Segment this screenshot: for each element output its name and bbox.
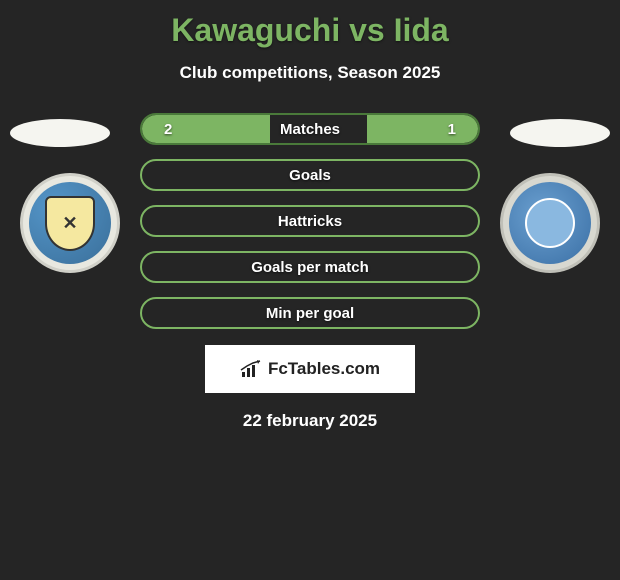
logo-box[interactable]: FcTables.com — [205, 345, 415, 393]
chart-icon — [240, 360, 262, 378]
stat-row-goals: Goals — [140, 159, 480, 191]
stat-bar-min-per-goal: Min per goal — [140, 297, 480, 329]
stat-row-hattricks: Hattricks — [140, 205, 480, 237]
shield-icon — [45, 196, 95, 251]
stat-fill-right — [367, 115, 478, 143]
club-badge-right — [500, 173, 600, 273]
player-ellipse-left — [10, 119, 110, 147]
stat-label-min-per-goal: Min per goal — [266, 305, 354, 322]
stat-label-matches: Matches — [280, 121, 340, 138]
date-label: 22 february 2025 — [0, 411, 620, 431]
stat-label-goals-per-match: Goals per match — [251, 259, 369, 276]
circle-icon — [525, 198, 575, 248]
stat-bar-matches: 2 Matches 1 — [140, 113, 480, 145]
page-title: Kawaguchi vs Iida — [0, 0, 620, 49]
logo-text: FcTables.com — [268, 359, 380, 379]
stat-bar-hattricks: Hattricks — [140, 205, 480, 237]
stat-value-right: 1 — [448, 121, 456, 138]
stat-label-hattricks: Hattricks — [278, 213, 342, 230]
club-badge-left — [20, 173, 120, 273]
stats-container: 2 Matches 1 Goals Hattricks Goals per ma… — [140, 113, 480, 329]
content-area: 2 Matches 1 Goals Hattricks Goals per ma… — [0, 113, 620, 431]
club-badge-left-inner — [29, 182, 111, 264]
stat-value-left: 2 — [164, 121, 172, 138]
stat-fill-left — [142, 115, 270, 143]
subtitle: Club competitions, Season 2025 — [0, 63, 620, 83]
stat-row-min-per-goal: Min per goal — [140, 297, 480, 329]
stat-bar-goals-per-match: Goals per match — [140, 251, 480, 283]
player-ellipse-right — [510, 119, 610, 147]
stat-label-goals: Goals — [289, 167, 331, 184]
club-badge-right-inner — [509, 182, 591, 264]
stat-row-goals-per-match: Goals per match — [140, 251, 480, 283]
stat-bar-goals: Goals — [140, 159, 480, 191]
stat-row-matches: 2 Matches 1 — [140, 113, 480, 145]
